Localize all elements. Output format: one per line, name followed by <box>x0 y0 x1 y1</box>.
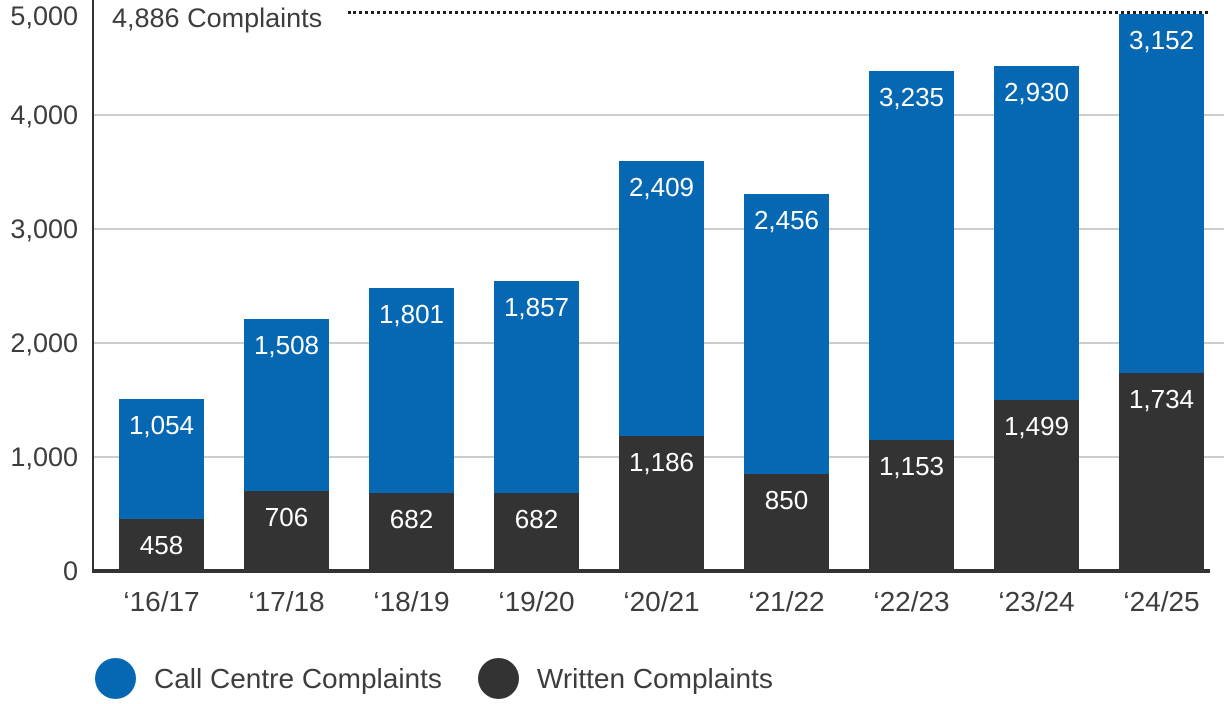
bar-segment-call-centre <box>369 288 454 493</box>
annotation-dotted-line <box>348 10 1208 14</box>
bar-value-label-call-centre: 1,857 <box>503 292 570 322</box>
bar-value-label-call-centre: 1,508 <box>253 330 320 360</box>
bar-segment-written <box>369 493 454 571</box>
bar-value-label-call-centre: 2,456 <box>753 205 820 235</box>
y-tick-label: 2,000 <box>10 328 78 358</box>
bar-value-label-written: 1,499 <box>1003 411 1070 441</box>
x-tick-label: ‘16/17 <box>123 586 200 617</box>
bar-value-label-written: 458 <box>139 530 184 560</box>
x-axis-line <box>92 569 1210 573</box>
bar-segment-written <box>994 400 1079 571</box>
bar-value-label-written: 1,186 <box>628 447 695 477</box>
bar-segment-written <box>1119 373 1204 571</box>
bar-value-label-call-centre: 3,152 <box>1128 25 1195 55</box>
gridline <box>94 114 1224 116</box>
y-tick-label: 3,000 <box>10 214 78 244</box>
y-tick-label: 4,000 <box>10 100 78 130</box>
bar-value-label-written: 682 <box>389 504 434 534</box>
bar-segment-written <box>494 493 579 571</box>
call-centre-swatch-icon <box>95 658 136 699</box>
x-tick-label: ‘22/23 <box>873 586 950 617</box>
bar-segment-call-centre <box>619 161 704 436</box>
y-tick-label: 5,000 <box>10 1 78 31</box>
bar-segment-call-centre <box>994 66 1079 400</box>
x-tick-label: ‘21/22 <box>748 586 825 617</box>
bar-segment-call-centre <box>494 281 579 493</box>
bar-value-label-written: 682 <box>514 504 559 534</box>
legend: Call Centre Complaints Written Complaint… <box>95 658 773 699</box>
bar-segment-call-centre <box>869 71 954 440</box>
bar-value-label-written: 850 <box>764 485 809 515</box>
legend-label-written: Written Complaints <box>536 662 773 694</box>
y-tick-label: 1,000 <box>10 442 78 472</box>
legend-label-call-centre: Call Centre Complaints <box>154 662 442 694</box>
bar-value-label-written: 1,153 <box>878 451 945 481</box>
bar-segment-written <box>744 474 829 571</box>
x-tick-label: ‘19/20 <box>498 586 575 617</box>
bar-segment-written <box>244 491 329 571</box>
legend-item-written: Written Complaints <box>477 658 773 699</box>
bar-value-label-call-centre: 3,235 <box>878 82 945 112</box>
x-tick-label: ‘18/19 <box>373 586 450 617</box>
y-tick-label: 0 <box>62 556 78 586</box>
bar-value-label-call-centre: 2,930 <box>1003 77 1070 107</box>
y-axis-line <box>92 0 94 571</box>
bar-segment-call-centre <box>119 399 204 519</box>
legend-item-call-centre: Call Centre Complaints <box>95 658 442 699</box>
bar-segment-call-centre <box>1119 14 1204 373</box>
bar-value-label-call-centre: 2,409 <box>628 172 695 202</box>
bar-segment-written <box>619 436 704 571</box>
bar-segment-call-centre <box>744 194 829 474</box>
x-tick-label: ‘17/18 <box>248 586 325 617</box>
bar-segment-written <box>119 519 204 571</box>
bar-value-label-call-centre: 1,801 <box>378 299 445 329</box>
annotation-label: 4,886 Complaints <box>112 3 323 33</box>
bar-value-label-written: 1,734 <box>1128 384 1195 414</box>
bar-segment-written <box>869 440 954 571</box>
bar-value-label-call-centre: 1,054 <box>128 410 195 440</box>
x-tick-label: ‘24/25 <box>1123 586 1200 617</box>
written-swatch-icon <box>477 658 519 699</box>
x-tick-label: ‘23/24 <box>998 586 1075 617</box>
x-tick-label: ‘20/21 <box>623 586 700 617</box>
bar-segment-call-centre <box>244 319 329 491</box>
bar-value-label-written: 706 <box>264 502 309 532</box>
